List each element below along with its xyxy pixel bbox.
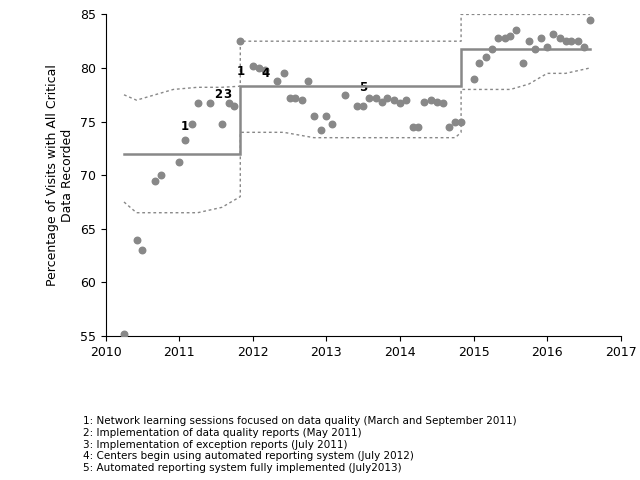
- Point: [376, 98, 387, 106]
- Point: [131, 236, 141, 243]
- Point: [321, 112, 332, 120]
- Point: [364, 94, 374, 102]
- Point: [401, 96, 411, 104]
- Point: [450, 118, 460, 125]
- Point: [395, 99, 405, 107]
- Point: [260, 66, 271, 74]
- Point: [431, 98, 442, 106]
- Point: [382, 94, 392, 102]
- Point: [505, 32, 515, 40]
- Point: [272, 77, 282, 84]
- Point: [285, 94, 295, 102]
- Point: [291, 94, 301, 102]
- Point: [316, 126, 326, 134]
- Point: [456, 118, 466, 125]
- Point: [180, 136, 190, 144]
- Point: [529, 45, 540, 52]
- Point: [487, 45, 497, 52]
- Point: [150, 177, 160, 184]
- Point: [217, 120, 227, 128]
- Text: 1: 1: [236, 65, 244, 78]
- Point: [371, 94, 381, 102]
- Point: [137, 246, 147, 254]
- Point: [413, 123, 424, 131]
- Point: [340, 91, 350, 99]
- Point: [481, 53, 492, 61]
- Text: 4: 4: [261, 67, 269, 80]
- Point: [193, 99, 203, 107]
- Text: 1: 1: [181, 120, 189, 133]
- Point: [542, 43, 552, 50]
- Point: [536, 34, 547, 42]
- Point: [408, 123, 418, 131]
- Point: [174, 158, 184, 166]
- Point: [585, 16, 595, 24]
- Point: [468, 75, 479, 83]
- Point: [297, 96, 307, 104]
- Y-axis label: Percentage of Visits with All Critical
Data Recorded: Percentage of Visits with All Critical D…: [46, 64, 74, 286]
- Point: [389, 96, 399, 104]
- Point: [579, 43, 589, 50]
- Point: [223, 99, 234, 107]
- Point: [205, 99, 215, 107]
- Point: [561, 37, 571, 45]
- Point: [187, 120, 197, 128]
- Point: [327, 120, 337, 128]
- Text: 1: Network learning sessions focused on data quality (March and September 2011)
: 1: Network learning sessions focused on …: [83, 416, 517, 473]
- Point: [493, 34, 503, 42]
- Point: [419, 98, 429, 106]
- Point: [303, 77, 313, 84]
- Point: [566, 37, 577, 45]
- Point: [474, 59, 484, 66]
- Text: 3: 3: [223, 88, 231, 101]
- Text: 2: 2: [214, 88, 222, 101]
- Point: [352, 102, 362, 109]
- Point: [278, 70, 289, 77]
- Point: [156, 171, 166, 179]
- Point: [119, 330, 129, 338]
- Point: [235, 37, 245, 45]
- Point: [524, 37, 534, 45]
- Text: 5: 5: [359, 81, 367, 94]
- Point: [308, 112, 319, 120]
- Point: [499, 34, 509, 42]
- Point: [511, 26, 522, 35]
- Point: [518, 59, 528, 66]
- Point: [248, 62, 258, 70]
- Point: [548, 30, 558, 37]
- Point: [253, 64, 264, 72]
- Point: [444, 123, 454, 131]
- Point: [229, 102, 239, 109]
- Point: [555, 34, 565, 42]
- Point: [426, 96, 436, 104]
- Point: [358, 102, 368, 109]
- Point: [438, 99, 448, 107]
- Point: [573, 37, 583, 45]
